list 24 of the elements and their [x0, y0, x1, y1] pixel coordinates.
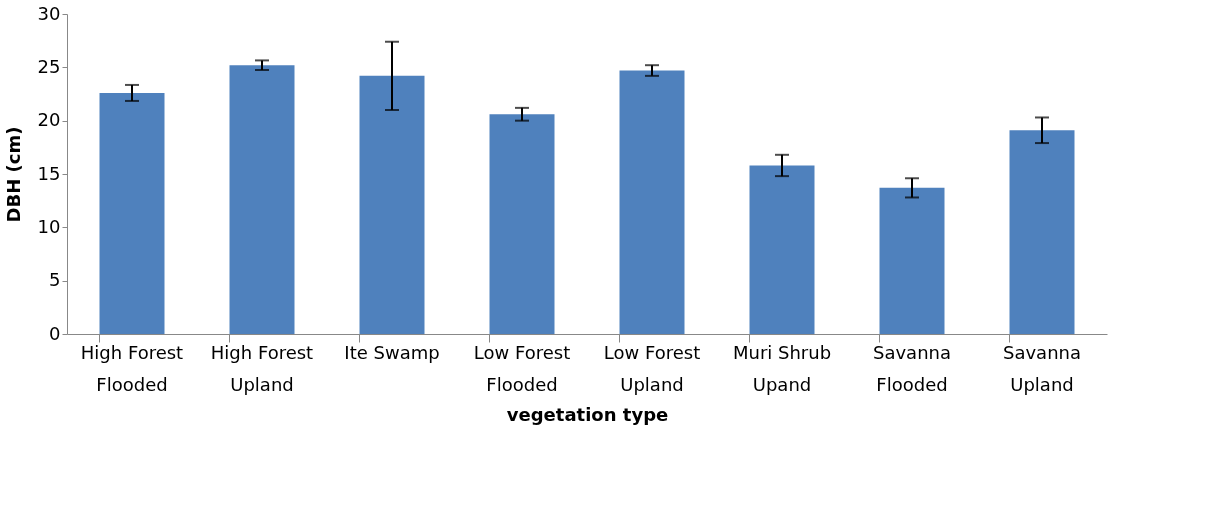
y-tick-label: 20 — [37, 109, 61, 131]
x-tick-label: High Forest Flooded — [80, 341, 184, 395]
y-tick-label: 5 — [49, 269, 61, 291]
x-axis-title: vegetation type — [506, 403, 669, 425]
y-tick-label: 0 — [49, 322, 61, 344]
y-axis-title: DBH (cm) — [2, 126, 24, 223]
x-tick-label: Ite Swamp — [344, 341, 440, 363]
x-tick-label: Low Forest Upland — [603, 341, 701, 395]
x-tick-label: Savanna Upland — [1003, 341, 1081, 395]
bar — [619, 70, 685, 334]
y-tick-label: 15 — [37, 162, 61, 184]
x-tick-label: Muri Shrub Upand — [732, 341, 832, 395]
bar — [489, 114, 555, 334]
x-tick-label: Savanna Flooded — [873, 341, 951, 395]
y-tick-label: 25 — [37, 55, 61, 77]
bar — [359, 75, 425, 334]
x-tick-label: High Forest Upland — [210, 341, 314, 395]
bar — [749, 165, 815, 334]
y-tick-label: 10 — [37, 215, 61, 237]
bar — [99, 92, 165, 334]
bar — [229, 65, 295, 334]
y-tick-label: 30 — [37, 2, 61, 24]
bar — [879, 187, 945, 334]
bar — [1009, 130, 1075, 334]
